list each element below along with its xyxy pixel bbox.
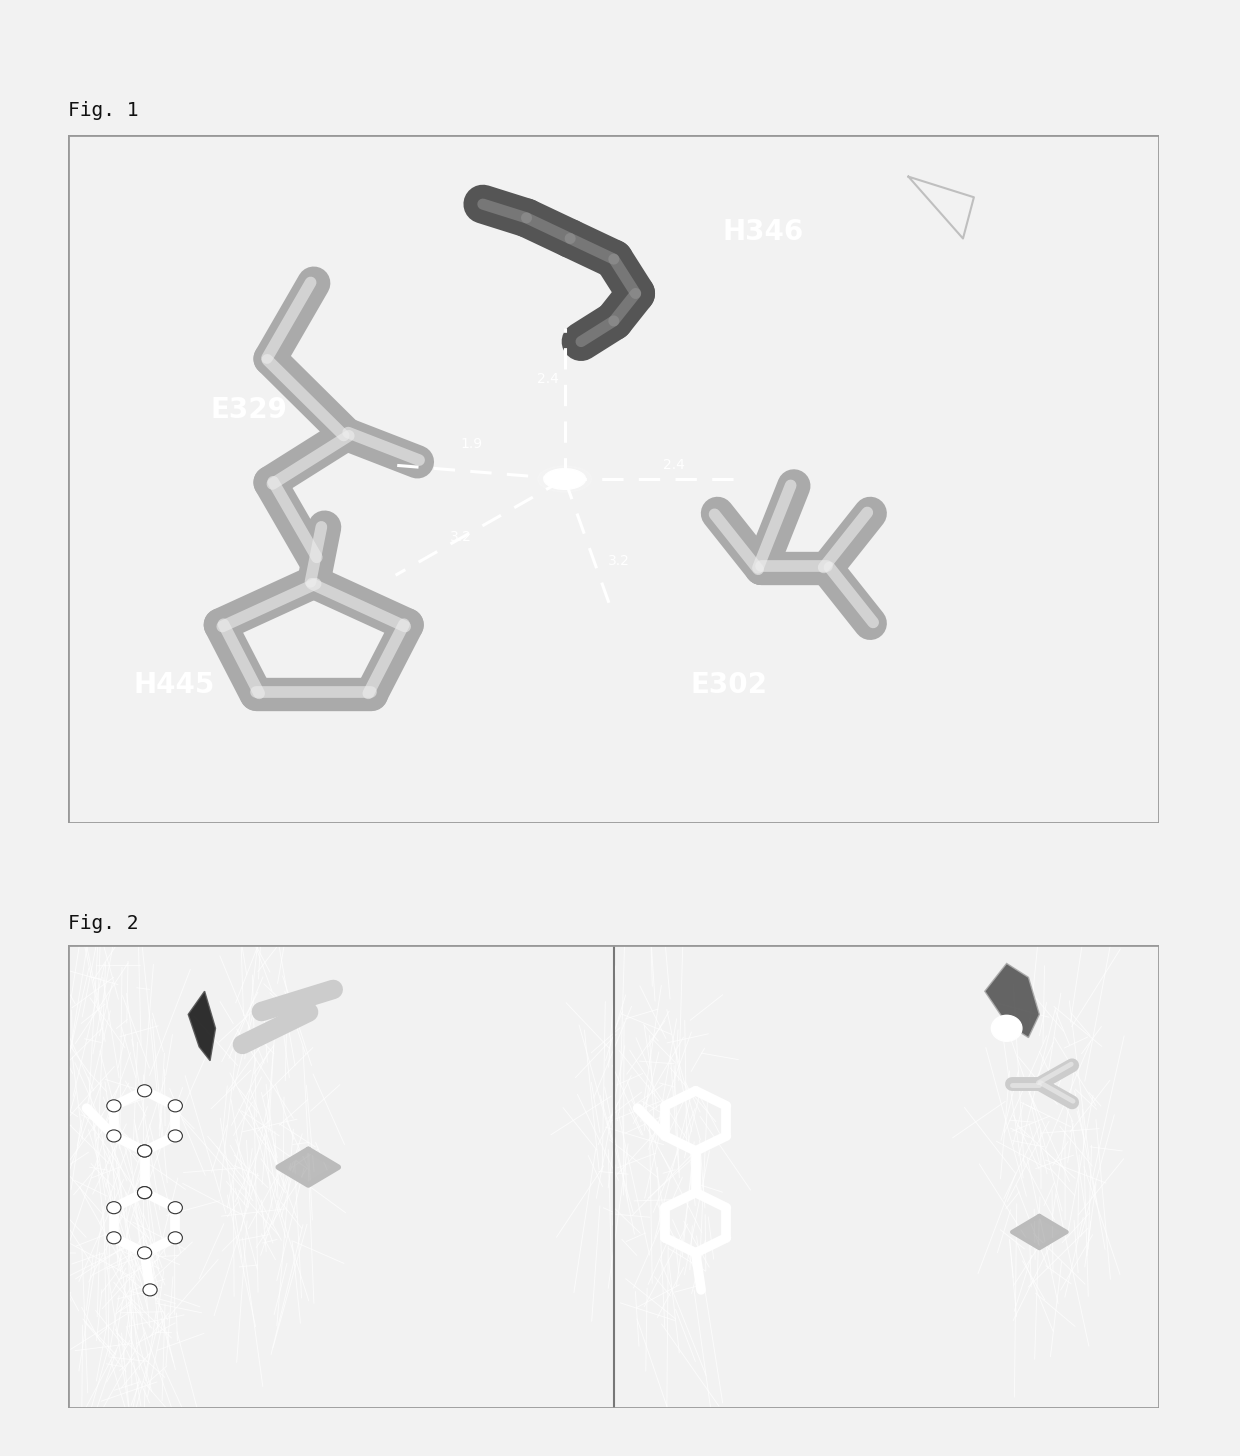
- Circle shape: [107, 1201, 122, 1214]
- Ellipse shape: [549, 472, 580, 486]
- Circle shape: [169, 1232, 182, 1243]
- Circle shape: [138, 1187, 151, 1198]
- Text: E329: E329: [210, 396, 286, 424]
- Circle shape: [138, 1085, 151, 1096]
- Circle shape: [138, 1144, 151, 1158]
- Circle shape: [138, 1144, 151, 1158]
- Text: Fig. 1: Fig. 1: [68, 100, 139, 119]
- Circle shape: [107, 1130, 122, 1142]
- Circle shape: [169, 1099, 182, 1112]
- Circle shape: [169, 1201, 182, 1214]
- Circle shape: [107, 1232, 122, 1243]
- Text: 2.4: 2.4: [537, 371, 559, 386]
- Polygon shape: [1012, 1216, 1066, 1248]
- Text: 1.9: 1.9: [461, 437, 484, 451]
- Text: H445: H445: [134, 671, 215, 699]
- Text: E302: E302: [691, 671, 768, 699]
- Circle shape: [138, 1246, 151, 1259]
- Text: Fig. 2: Fig. 2: [68, 914, 139, 933]
- Ellipse shape: [554, 473, 575, 485]
- Ellipse shape: [551, 472, 567, 479]
- Circle shape: [991, 1015, 1022, 1041]
- Circle shape: [143, 1284, 157, 1296]
- Polygon shape: [188, 992, 216, 1060]
- Ellipse shape: [543, 469, 587, 489]
- Polygon shape: [985, 964, 1039, 1038]
- Text: 3.2: 3.2: [609, 553, 630, 568]
- Text: 2.4: 2.4: [663, 457, 684, 472]
- Polygon shape: [278, 1149, 339, 1185]
- Circle shape: [169, 1130, 182, 1142]
- Text: 3.2: 3.2: [450, 530, 472, 545]
- Text: H346: H346: [723, 217, 805, 246]
- Circle shape: [107, 1099, 122, 1112]
- Circle shape: [138, 1187, 151, 1198]
- Ellipse shape: [544, 469, 585, 489]
- Ellipse shape: [538, 466, 591, 492]
